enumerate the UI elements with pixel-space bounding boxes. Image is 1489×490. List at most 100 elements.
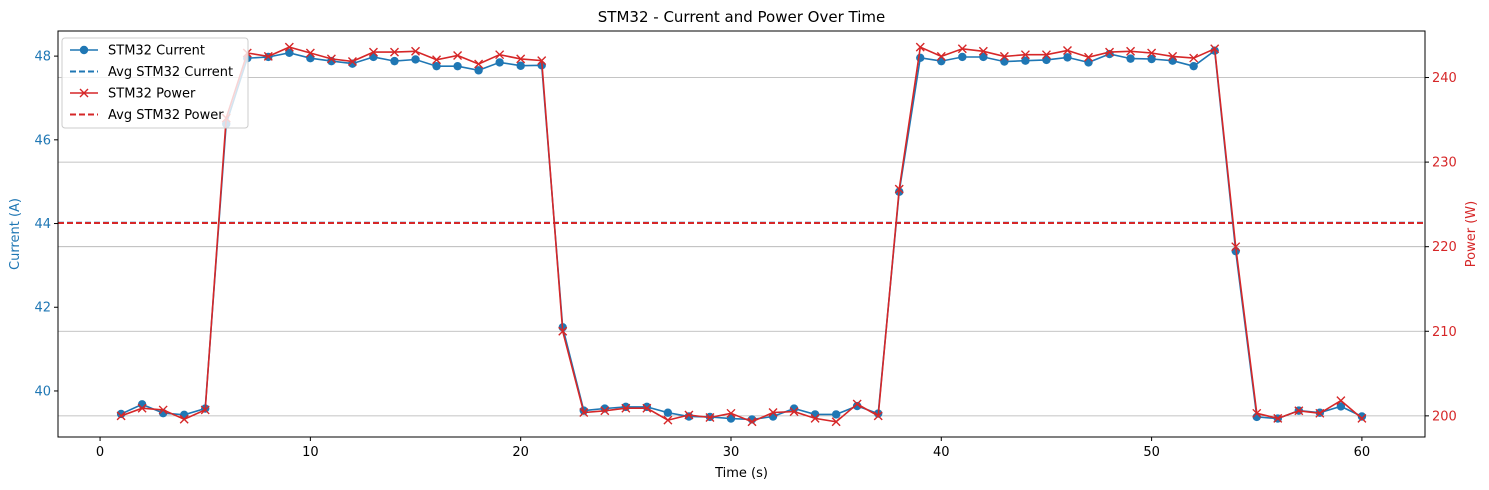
power-point bbox=[516, 54, 526, 64]
x-tick-label: 20 bbox=[512, 445, 529, 460]
current-point bbox=[1336, 402, 1346, 411]
power-point bbox=[1294, 406, 1304, 416]
y-axis-left-label: Current (A) bbox=[8, 198, 23, 270]
gridlines bbox=[58, 77, 1425, 417]
plot-border bbox=[57, 30, 1426, 438]
power-point bbox=[1041, 50, 1051, 60]
y-right-tick-label: 230 bbox=[1432, 156, 1457, 171]
power-point bbox=[347, 56, 357, 66]
power-point bbox=[284, 42, 294, 52]
power-point bbox=[200, 405, 210, 415]
power-point bbox=[1315, 408, 1325, 418]
x-tick-label: 30 bbox=[723, 445, 740, 460]
current-point bbox=[411, 55, 420, 64]
current-point bbox=[116, 409, 126, 419]
power-point bbox=[1084, 52, 1094, 62]
power-point bbox=[684, 410, 694, 420]
power-point bbox=[1273, 413, 1283, 423]
power-point bbox=[747, 417, 757, 427]
legend-marker bbox=[79, 88, 89, 98]
current-point bbox=[390, 56, 399, 66]
power-point bbox=[158, 405, 168, 415]
current-point bbox=[1189, 61, 1198, 71]
legend: STM32 Current Avg STM32 Current STM32 Powe… bbox=[61, 37, 249, 129]
power-point bbox=[537, 56, 547, 66]
x-tick-label: 10 bbox=[302, 445, 319, 460]
current-point bbox=[621, 402, 631, 412]
power-point bbox=[1357, 413, 1367, 423]
x-axis-label: Time (s) bbox=[714, 466, 768, 481]
current-point bbox=[1126, 54, 1135, 63]
current-point bbox=[726, 414, 736, 423]
power-point bbox=[137, 403, 147, 413]
power-point bbox=[1105, 47, 1115, 57]
chart-title: STM32 - Current and Power Over Time bbox=[598, 8, 885, 26]
power-point bbox=[1020, 50, 1030, 60]
current-point bbox=[1042, 55, 1051, 65]
y-right-tick-label: 200 bbox=[1432, 409, 1457, 424]
power-series-line bbox=[120, 45, 1363, 423]
power-point bbox=[1210, 44, 1220, 54]
power-point bbox=[873, 411, 883, 421]
plot-area bbox=[58, 42, 1425, 427]
power-point bbox=[558, 326, 568, 336]
power-point bbox=[705, 413, 715, 423]
y-left-tick-label: 48 bbox=[34, 50, 51, 65]
legend-label: STM32 Power bbox=[108, 87, 196, 102]
current-point bbox=[916, 53, 925, 62]
power-point bbox=[474, 59, 484, 69]
y-right-tick-label: 210 bbox=[1432, 325, 1457, 340]
power-point bbox=[894, 184, 904, 194]
current-point bbox=[937, 56, 946, 66]
current-series-line bbox=[120, 49, 1363, 421]
y-right-tick-label: 220 bbox=[1432, 240, 1457, 255]
y-left-tick-label: 40 bbox=[34, 384, 51, 399]
legend-label: STM32 Current bbox=[108, 44, 205, 59]
current-point bbox=[789, 404, 799, 413]
power-point bbox=[179, 414, 189, 424]
power-point bbox=[1231, 242, 1241, 252]
power-point bbox=[726, 408, 736, 418]
current-point bbox=[1357, 412, 1367, 421]
power-point bbox=[642, 403, 652, 413]
power-point bbox=[957, 44, 967, 54]
power-point bbox=[411, 46, 421, 56]
power-point bbox=[999, 51, 1009, 61]
power-point bbox=[1189, 53, 1199, 63]
current-point bbox=[684, 412, 694, 421]
current-point bbox=[958, 52, 967, 62]
x-tick-label: 60 bbox=[1354, 445, 1371, 460]
current-point bbox=[306, 54, 315, 63]
current-point bbox=[663, 408, 673, 417]
power-point bbox=[432, 55, 442, 65]
y-right-tick-label: 240 bbox=[1432, 71, 1457, 86]
y-left-tick-label: 42 bbox=[34, 301, 51, 316]
current-point bbox=[979, 52, 988, 62]
current-point bbox=[453, 61, 462, 71]
current-point bbox=[1021, 56, 1030, 65]
current-point bbox=[495, 58, 504, 67]
power-point bbox=[621, 403, 631, 413]
power-point bbox=[1252, 408, 1262, 418]
current-point bbox=[285, 48, 294, 57]
current-point bbox=[831, 410, 841, 419]
power-point bbox=[389, 47, 399, 57]
power-point bbox=[1336, 396, 1346, 406]
axes-frame bbox=[57, 30, 1426, 438]
power-point bbox=[978, 46, 988, 56]
legend-label: Avg STM32 Power bbox=[108, 108, 224, 123]
power-point bbox=[1126, 46, 1136, 56]
power-point bbox=[789, 407, 799, 417]
power-point bbox=[1062, 45, 1072, 55]
power-point bbox=[495, 50, 505, 60]
power-point bbox=[326, 54, 336, 64]
power-point bbox=[768, 407, 778, 417]
y-axis-right-label: Power (W) bbox=[1464, 201, 1479, 267]
current-point bbox=[852, 401, 862, 411]
current-point bbox=[1147, 54, 1156, 64]
current-point bbox=[432, 61, 441, 71]
power-point bbox=[1147, 48, 1157, 58]
axis-ticks: 0 10 20 30 40 50 60 40 42 44 46 48 200 210 220 230 240 bbox=[34, 50, 1456, 460]
y-left-tick-label: 46 bbox=[34, 133, 51, 148]
x-tick-label: 40 bbox=[933, 445, 950, 460]
